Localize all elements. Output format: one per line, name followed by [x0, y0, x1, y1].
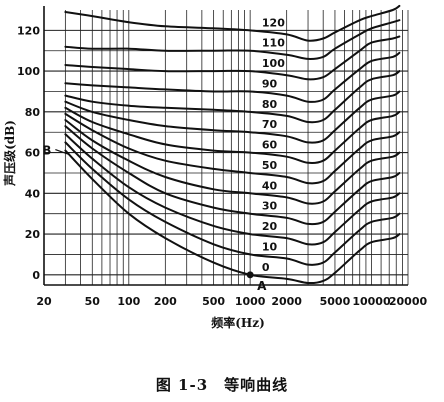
curve-phon-60	[64, 106, 401, 165]
curve-phon-70	[64, 90, 401, 144]
curve-label: 70	[262, 118, 278, 131]
curve-phon-50	[64, 112, 401, 185]
x-axis-label: 频率(Hz)	[211, 315, 265, 330]
x-tick-label: 50	[85, 295, 101, 308]
curve-label: 0	[262, 261, 270, 274]
curve-label: 60	[262, 139, 278, 152]
y-tick-label: 60	[25, 147, 41, 160]
y-tick-label: 120	[17, 24, 40, 37]
curve-label: 50	[262, 159, 278, 172]
plot-frame	[43, 6, 408, 286]
x-tick-label: 1000	[235, 295, 266, 308]
y-axis-label: 声压级(dB)	[2, 120, 17, 187]
annotations: AB	[42, 144, 267, 293]
curve-label: 110	[262, 37, 285, 50]
figure-caption: 图 1-3 等响曲线	[0, 374, 444, 395]
x-tick-label: 20000	[389, 295, 428, 308]
y-tick-label: 40	[25, 187, 41, 200]
y-tick-label: 80	[25, 106, 41, 119]
point-b-label: B	[42, 144, 51, 158]
tick-labels: 20 50 100 200 500 1000 2000 5000 100002000002040…	[17, 24, 427, 308]
x-tick-label: 5000	[320, 295, 351, 308]
curve-phon-10	[64, 141, 401, 266]
x-tick-label: 500	[202, 295, 225, 308]
curve-label: 90	[262, 77, 278, 90]
curve-label: 100	[262, 57, 285, 70]
curve-label: 20	[262, 220, 278, 233]
x-tick-label: 100	[117, 295, 140, 308]
point-b-pointer	[55, 149, 70, 156]
y-tick-label: 100	[17, 65, 40, 78]
curve-phon-40	[64, 119, 401, 205]
figure-number: 图 1-3	[155, 376, 209, 394]
curve-phon-100	[64, 35, 401, 81]
grid	[43, 10, 409, 285]
point-a-label: A	[257, 279, 267, 293]
curves	[64, 4, 401, 285]
figure-title: 等响曲线	[224, 376, 289, 394]
curve-phon-80	[64, 70, 401, 124]
curve-phon-30	[64, 125, 401, 226]
curve-phon-0	[64, 149, 401, 285]
y-tick-label: 0	[32, 269, 40, 282]
curve-phon-120	[64, 4, 401, 42]
x-tick-label: 20	[36, 295, 52, 308]
point-a-marker	[246, 271, 254, 279]
y-tick-label: 20	[25, 228, 41, 241]
curve-label: 120	[262, 16, 285, 29]
curve-phon-110	[64, 19, 401, 60]
x-tick-label: 10000	[352, 295, 391, 308]
curve-phon-20	[64, 133, 401, 246]
curve-label: 40	[262, 179, 278, 192]
curve-label: 30	[262, 200, 278, 213]
x-tick-label: 200	[154, 295, 177, 308]
curve-label: 10	[262, 240, 278, 253]
curve-labels: 0 10 20 30 40 50 60 70 80 90 100 110 120	[262, 16, 285, 273]
curve-label: 80	[262, 98, 278, 111]
curve-phon-90	[64, 51, 401, 103]
x-tick-label: 2000	[271, 295, 302, 308]
